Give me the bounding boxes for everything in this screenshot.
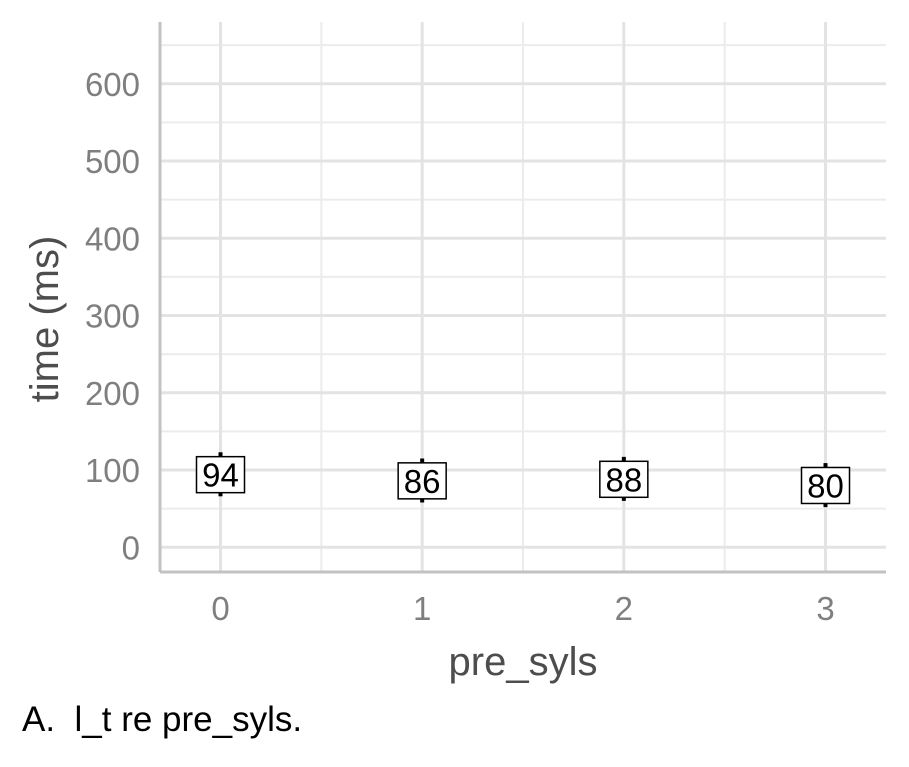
y-tick-label: 400 <box>85 220 140 257</box>
data-label: 80 <box>807 467 844 504</box>
y-tick-label: 0 <box>122 529 140 566</box>
data-point <box>599 460 649 499</box>
y-tick-label: 200 <box>85 375 140 412</box>
x-tick-label: 0 <box>211 590 229 627</box>
grid-major <box>160 22 886 572</box>
y-tick-label: 600 <box>85 66 140 103</box>
data-point <box>195 455 246 494</box>
y-tick-label: 100 <box>85 452 140 489</box>
data-label: 94 <box>202 457 239 494</box>
chart: 0 100 200 300 400 500 600 0 1 2 3 94 86 88 80 pre_sy… <box>23 22 886 684</box>
figure-caption: A. l_t re pre_syls. <box>22 700 303 739</box>
axes <box>158 22 886 574</box>
x-tick-label: 2 <box>615 590 633 627</box>
data-marks: 94 86 88 80 <box>195 452 851 508</box>
x-tick-labels: 0 1 2 3 <box>211 590 834 627</box>
x-tick-label: 3 <box>816 590 834 627</box>
y-axis-title: time (ms) <box>23 236 67 403</box>
y-tick-labels: 0 100 200 300 400 500 600 <box>85 66 140 566</box>
data-point <box>397 462 447 500</box>
grid-minor <box>160 22 886 572</box>
data-label: 86 <box>404 463 441 500</box>
data-point <box>800 466 851 505</box>
y-tick-label: 300 <box>85 298 140 335</box>
y-tick-label: 500 <box>85 143 140 180</box>
x-tick-label: 1 <box>413 590 431 627</box>
data-label: 88 <box>605 461 642 498</box>
x-axis-title: pre_syls <box>449 640 598 684</box>
